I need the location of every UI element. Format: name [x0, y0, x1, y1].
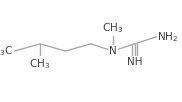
Text: CH$_3$: CH$_3$	[29, 57, 51, 71]
Text: NH: NH	[127, 57, 143, 67]
Text: N: N	[109, 46, 117, 56]
Text: H$_3$C: H$_3$C	[0, 44, 14, 58]
Text: NH$_2$: NH$_2$	[157, 30, 179, 44]
Text: CH$_3$: CH$_3$	[102, 21, 123, 35]
